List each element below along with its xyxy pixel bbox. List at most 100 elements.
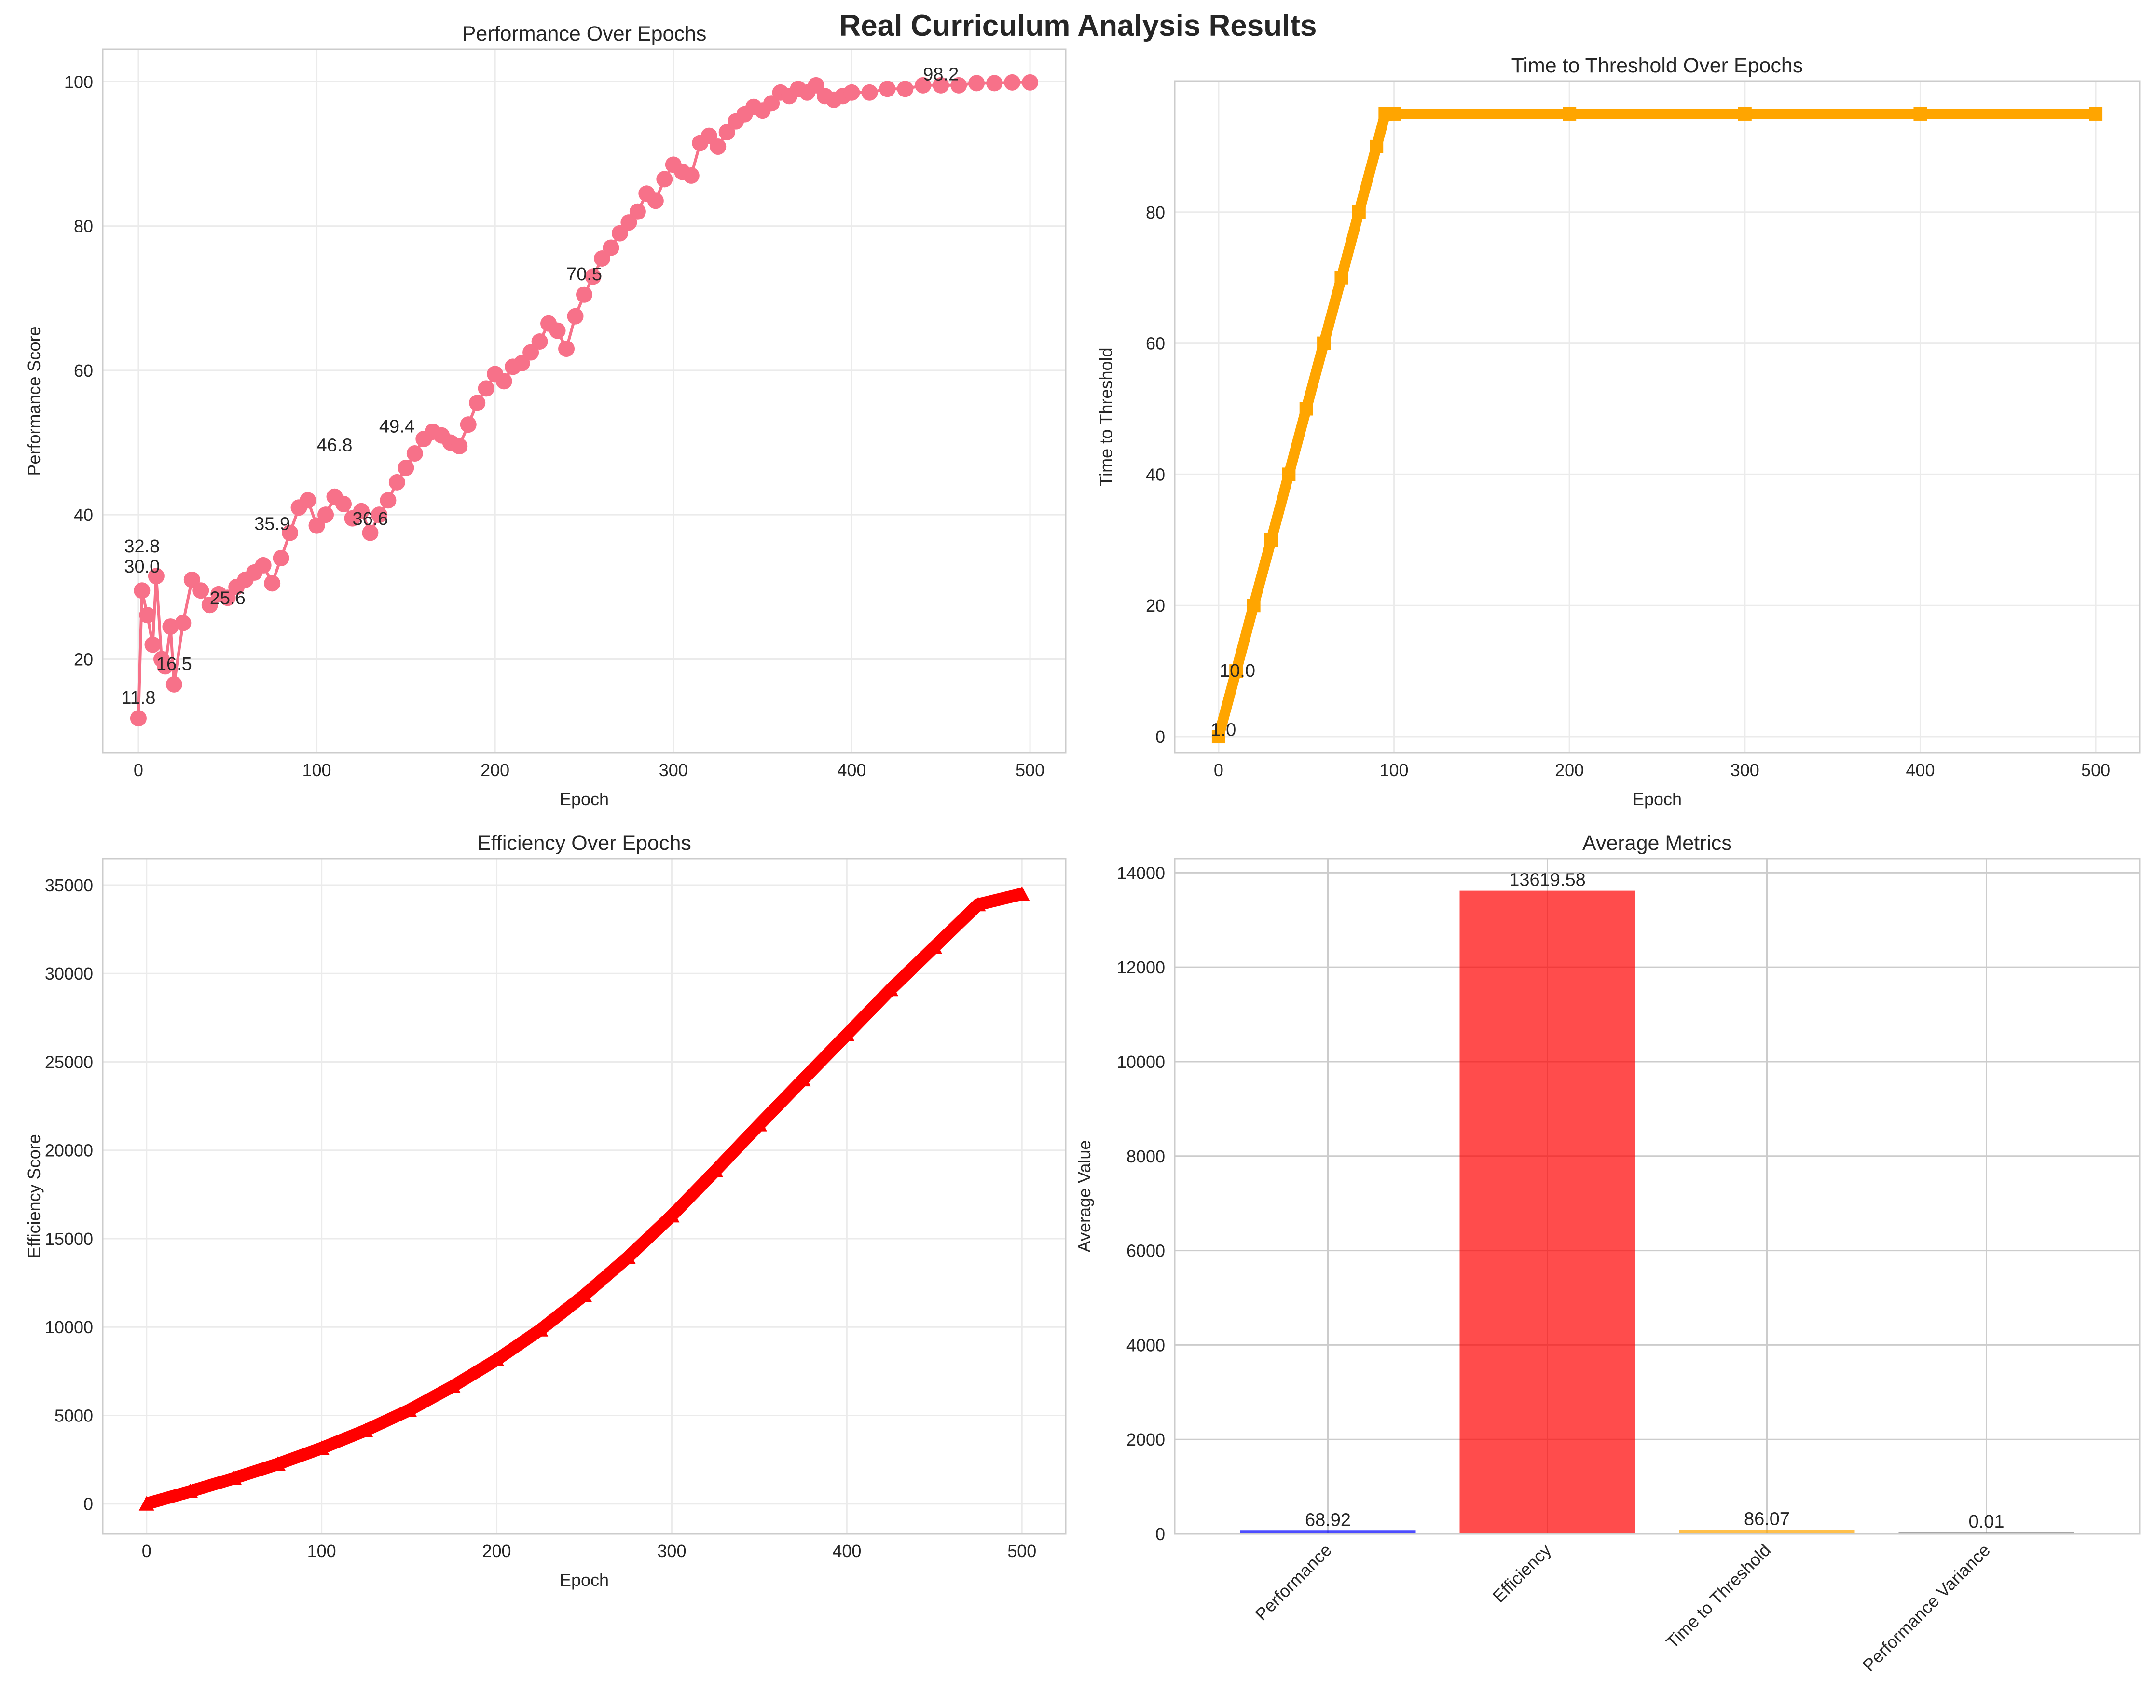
- performance-point: [710, 138, 727, 155]
- y-tick-label: 20: [74, 649, 93, 669]
- performance-point: [1022, 74, 1039, 91]
- y-tick-label: 40: [74, 505, 93, 525]
- y-tick-label: 15000: [45, 1229, 93, 1249]
- efficiency-point: [970, 897, 986, 912]
- threshold-point: [1352, 205, 1366, 219]
- y-tick-label: 100: [64, 72, 93, 92]
- threshold-point: [1299, 402, 1313, 416]
- threshold-point: [1913, 107, 1927, 121]
- y-tick-label: 14000: [1117, 863, 1165, 883]
- performance-data-label: 98.2: [923, 64, 959, 84]
- performance-point: [335, 495, 352, 512]
- x-tick-label: Time to Threshold: [1662, 1540, 1774, 1653]
- threshold-point: [1229, 664, 1243, 678]
- threshold-point: [2089, 107, 2103, 121]
- y-tick-label: 0: [1155, 1524, 1165, 1544]
- performance-point: [469, 395, 486, 411]
- x-tick-label: 400: [1906, 760, 1935, 780]
- performance-point: [139, 607, 156, 624]
- threshold-point: [1334, 271, 1348, 285]
- x-tick-label: 0: [134, 760, 143, 780]
- axes-frame: [102, 858, 1067, 1535]
- performance-point: [192, 582, 209, 599]
- performance-data-label: 32.8: [124, 536, 160, 557]
- performance-point: [388, 474, 405, 491]
- efficiency-point: [839, 1026, 855, 1041]
- efficiency-point: [664, 1208, 680, 1223]
- y-tick-label: 60: [1146, 334, 1165, 354]
- performance-point: [897, 81, 914, 97]
- efficiency-point: [577, 1287, 592, 1302]
- y-tick-label: 20: [1146, 596, 1165, 615]
- efficiency-point: [883, 982, 899, 997]
- threshold-data-label: 10.0: [1220, 661, 1255, 681]
- axes-frame: [102, 48, 1067, 754]
- performance-point: [522, 344, 539, 361]
- performance-point: [264, 575, 281, 592]
- efficiency-point: [445, 1378, 461, 1393]
- performance-point: [558, 341, 575, 357]
- x-tick-label: 400: [832, 1541, 861, 1561]
- x-axis-label: Epoch: [560, 1570, 609, 1590]
- performance-point: [175, 615, 192, 631]
- performance-point: [718, 124, 735, 141]
- bar-value-label: 86.07: [1744, 1509, 1790, 1530]
- threshold-point: [1387, 107, 1401, 121]
- y-axis-label: Performance Score: [24, 326, 44, 476]
- efficiency-point: [226, 1470, 242, 1485]
- performance-point: [647, 192, 664, 209]
- performance-point: [308, 517, 325, 534]
- efficiency-point: [751, 1117, 767, 1132]
- performance-point: [219, 589, 236, 606]
- x-tick-label: 200: [1555, 760, 1584, 780]
- performance-data-label: 36.6: [352, 509, 388, 529]
- axes-title: Efficiency Over Epochs: [477, 832, 691, 855]
- performance-point: [300, 492, 316, 509]
- x-tick-label: 0: [1214, 760, 1223, 780]
- performance-point: [531, 333, 548, 350]
- performance-data-label: 30.0: [124, 557, 160, 577]
- performance-point: [879, 81, 896, 97]
- performance-point: [513, 355, 530, 371]
- performance-point: [603, 239, 619, 256]
- threshold-point: [1247, 599, 1261, 613]
- performance-point: [406, 445, 423, 462]
- performance-point: [201, 597, 218, 614]
- performance-point: [495, 373, 512, 390]
- axes-frame: [1174, 858, 2141, 1535]
- performance-point: [165, 676, 182, 693]
- x-tick-label: 200: [481, 760, 509, 780]
- efficiency-point: [357, 1422, 373, 1437]
- axes-title: Average Metrics: [1582, 832, 1732, 855]
- performance-point: [585, 268, 602, 285]
- performance-point: [576, 286, 592, 303]
- performance-data-label: 49.4: [379, 417, 415, 437]
- performance-point: [549, 322, 566, 339]
- performance-point: [656, 171, 673, 188]
- performance-point: [1004, 74, 1021, 91]
- x-tick-label: 100: [302, 760, 331, 780]
- y-tick-label: 10000: [45, 1317, 93, 1337]
- performance-point: [183, 571, 200, 588]
- bar-value-label: 68.92: [1305, 1510, 1351, 1530]
- efficiency-point: [926, 939, 942, 954]
- x-tick-label: 100: [1380, 760, 1409, 780]
- performance-point: [915, 77, 932, 94]
- x-tick-label: 200: [482, 1541, 511, 1561]
- efficiency-point: [620, 1249, 636, 1264]
- y-axis-label: Average Value: [1074, 1140, 1094, 1253]
- threshold-point: [1370, 139, 1384, 153]
- plot-area-0: [103, 49, 1066, 753]
- performance-point: [451, 438, 468, 455]
- performance-point: [371, 506, 387, 523]
- y-tick-label: 60: [74, 361, 93, 381]
- performance-data-label: 70.5: [566, 264, 602, 285]
- efficiency-point: [138, 1496, 154, 1511]
- performance-point: [478, 380, 494, 397]
- bar-efficiency: [1459, 890, 1635, 1534]
- threshold-point: [1563, 107, 1577, 121]
- x-tick-label: 500: [1007, 1541, 1036, 1561]
- performance-point: [255, 557, 272, 574]
- efficiency-point: [533, 1322, 549, 1337]
